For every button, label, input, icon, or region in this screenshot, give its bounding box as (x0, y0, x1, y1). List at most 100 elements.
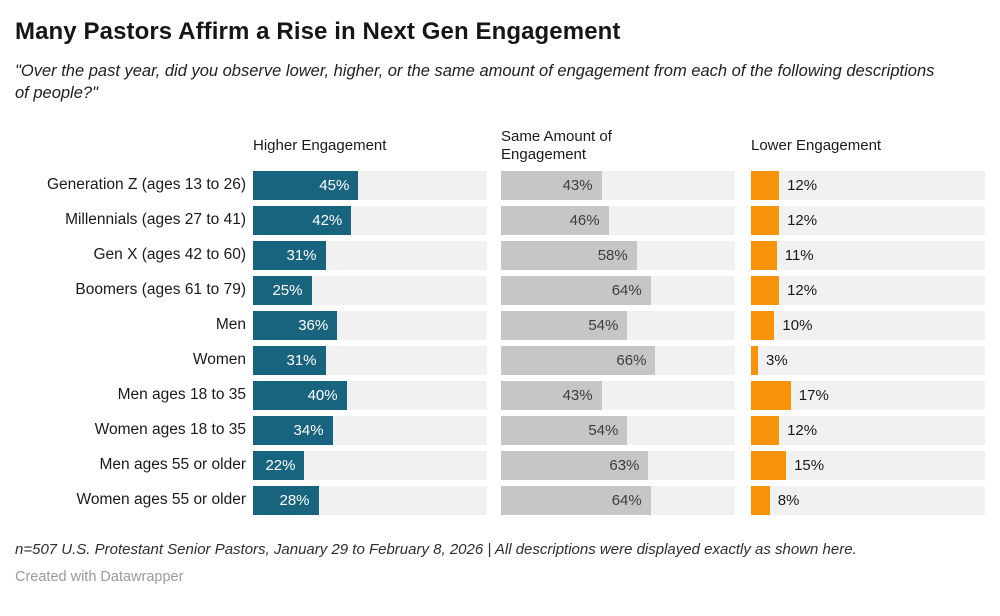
bar-higher-engagement: 22% (253, 450, 305, 480)
track-same-engagement: 58% (501, 240, 735, 270)
column-header-same-engagement: Same Amount of Engagement (501, 123, 735, 169)
column-header-lower-engagement: Lower Engagement (751, 123, 985, 169)
column-header-higher-engagement: Higher Engagement (253, 123, 487, 169)
table-row: Millennials (ages 27 to 41) 42% 46% 12% (15, 205, 985, 235)
bar-lower-engagement (751, 275, 780, 305)
bar-higher-engagement: 31% (253, 240, 326, 270)
bar-value: 54% (588, 421, 619, 439)
bar-same-engagement: 58% (501, 240, 637, 270)
track-lower-engagement: 12% (751, 170, 985, 200)
table-row: Women ages 55 or older 28% 64% 8% (15, 485, 985, 515)
track-lower-engagement: 11% (751, 240, 985, 270)
bar-higher-engagement: 25% (253, 275, 312, 305)
bar-value: 28% (279, 491, 310, 509)
track-same-engagement: 64% (501, 485, 735, 515)
bar-value: 43% (562, 176, 593, 194)
track-higher-engagement: 42% (253, 205, 487, 235)
bar-same-engagement: 43% (501, 170, 602, 200)
track-lower-engagement: 12% (751, 205, 985, 235)
bar-value: 12% (787, 421, 818, 439)
bar-value: 58% (597, 246, 628, 264)
bar-same-engagement: 63% (501, 450, 649, 480)
bar-lower-engagement (751, 170, 780, 200)
track-higher-engagement: 40% (253, 380, 487, 410)
bar-value: 15% (794, 456, 825, 474)
bar-lower-engagement (751, 415, 780, 445)
track-same-engagement: 43% (501, 380, 735, 410)
column-header-label: Higher Engagement (253, 136, 387, 154)
table-row: Boomers (ages 61 to 79) 25% 64% 12% (15, 275, 985, 305)
track-higher-engagement: 34% (253, 415, 487, 445)
bar-value: 64% (611, 491, 642, 509)
row-label: Generation Z (ages 13 to 26) (46, 176, 246, 194)
track-higher-engagement: 31% (253, 240, 487, 270)
column-headers: Higher Engagement Same Amount of Engagem… (253, 123, 985, 169)
track-lower-engagement: 15% (751, 450, 985, 480)
track-same-engagement: 54% (501, 415, 735, 445)
chart-subtitle: "Over the past year, did you observe low… (15, 62, 935, 102)
bar-value: 43% (562, 386, 593, 404)
column-header-label: Same Amount of Engagement (501, 127, 612, 163)
bar-lower-engagement (751, 485, 770, 515)
bar-value: 10% (782, 316, 813, 334)
track-same-engagement: 54% (501, 310, 735, 340)
bar-value: 66% (616, 351, 647, 369)
track-lower-engagement: 12% (751, 415, 985, 445)
bar-value: 40% (307, 386, 338, 404)
bar-value: 12% (787, 281, 818, 299)
bar-lower-engagement (751, 345, 759, 375)
bar-higher-engagement: 28% (253, 485, 319, 515)
bar-value: 36% (298, 316, 329, 334)
row-label: Men ages 18 to 35 (117, 386, 246, 404)
table-row: Women 31% 66% 3% (15, 345, 985, 375)
track-higher-engagement: 31% (253, 345, 487, 375)
bar-higher-engagement: 45% (253, 170, 359, 200)
bar-value: 45% (319, 176, 350, 194)
track-same-engagement: 43% (501, 170, 735, 200)
track-higher-engagement: 25% (253, 275, 487, 305)
row-label: Gen X (ages 42 to 60) (93, 246, 246, 264)
row-label: Boomers (ages 61 to 79) (75, 281, 246, 299)
row-label: Millennials (ages 27 to 41) (65, 211, 246, 229)
footnote: n=507 U.S. Protestant Senior Pastors, Ja… (15, 540, 857, 558)
table-row: Men 36% 54% 10% (15, 310, 985, 340)
bar-same-engagement: 54% (501, 310, 628, 340)
column-header-label: Lower Engagement (751, 136, 882, 154)
datawrapper-credit: Created with Datawrapper (15, 568, 184, 585)
track-same-engagement: 64% (501, 275, 735, 305)
track-same-engagement: 66% (501, 345, 735, 375)
bar-same-engagement: 46% (501, 205, 609, 235)
bar-same-engagement: 66% (501, 345, 656, 375)
track-same-engagement: 46% (501, 205, 735, 235)
bar-same-engagement: 43% (501, 380, 602, 410)
bar-value: 64% (611, 281, 642, 299)
track-same-engagement: 63% (501, 450, 735, 480)
bar-value: 54% (588, 316, 619, 334)
bar-value: 31% (286, 351, 317, 369)
track-higher-engagement: 36% (253, 310, 487, 340)
row-label: Women ages 18 to 35 (94, 421, 246, 439)
chart-title: Many Pastors Affirm a Rise in Next Gen E… (15, 18, 621, 45)
bar-lower-engagement (751, 310, 775, 340)
bar-value: 46% (569, 211, 600, 229)
table-row: Men ages 55 or older 22% 63% 15% (15, 450, 985, 480)
track-higher-engagement: 22% (253, 450, 487, 480)
bar-value: 25% (272, 281, 303, 299)
row-label: Men (215, 316, 246, 334)
bar-value: 12% (787, 176, 818, 194)
bar-value: 22% (265, 456, 296, 474)
table-row: Men ages 18 to 35 40% 43% 17% (15, 380, 985, 410)
track-lower-engagement: 10% (751, 310, 985, 340)
bar-lower-engagement (751, 240, 777, 270)
track-lower-engagement: 12% (751, 275, 985, 305)
bar-lower-engagement (751, 380, 791, 410)
track-higher-engagement: 28% (253, 485, 487, 515)
bar-value: 17% (798, 386, 829, 404)
bar-higher-engagement: 40% (253, 380, 347, 410)
track-lower-engagement: 3% (751, 345, 985, 375)
bar-value: 11% (784, 246, 814, 264)
bar-same-engagement: 64% (501, 275, 651, 305)
bar-value: 42% (312, 211, 343, 229)
row-label: Women (192, 351, 246, 369)
